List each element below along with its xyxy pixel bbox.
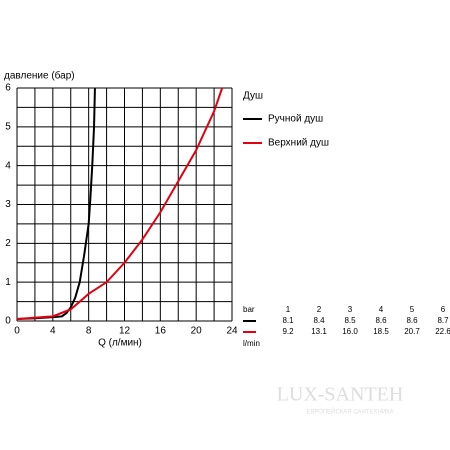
- x-axis-label: Q (л/мин): [98, 338, 142, 349]
- table-pressure: 4: [379, 305, 384, 314]
- table-value: 9.2: [282, 327, 294, 336]
- table-value: 20.7: [404, 327, 420, 336]
- table-value: 8.4: [313, 316, 325, 325]
- table-pressure: 3: [348, 305, 353, 314]
- x-tick-label: 8: [86, 326, 92, 337]
- x-tick-label: 16: [155, 326, 167, 337]
- x-tick-label: 4: [50, 326, 56, 337]
- y-tick-label: 3: [5, 199, 11, 210]
- x-tick-label: 12: [119, 326, 131, 337]
- table-value: 8.5: [344, 316, 356, 325]
- legend-title: Душ: [243, 91, 263, 102]
- x-tick-label: 24: [226, 326, 238, 337]
- data-line: [16, 87, 96, 321]
- table-value: 13.1: [311, 327, 327, 336]
- table-pressure: 1: [286, 305, 291, 314]
- table-value: 8.6: [406, 316, 418, 325]
- y-tick-label: 4: [5, 160, 11, 171]
- table-pressure: 6: [441, 305, 446, 314]
- watermark-tagline: ЕВРОПЕЙСКАЯ САНТЕХНИКА: [306, 408, 393, 416]
- legend-label: Верхний душ: [268, 138, 329, 149]
- table-pressure: 2: [317, 305, 322, 314]
- table-value: 8.6: [375, 316, 387, 325]
- table-value: 16.0: [342, 327, 358, 336]
- x-tick-label: 0: [14, 326, 20, 337]
- table-value: 8.1: [282, 316, 294, 325]
- watermark-brand: LUX-SANTEH: [277, 384, 404, 406]
- legend-label: Ручной душ: [268, 114, 323, 125]
- table-pressure: 5: [410, 305, 415, 314]
- data-line: [16, 87, 224, 321]
- x-tick-label: 20: [191, 326, 203, 337]
- y-tick-label: 2: [5, 238, 11, 249]
- y-axis-label: давление (бар): [4, 70, 75, 82]
- y-tick-label: 6: [5, 83, 11, 94]
- table-value: 8.7: [437, 316, 449, 325]
- y-tick-label: 1: [5, 277, 11, 288]
- y-tick-label: 5: [5, 121, 11, 132]
- y-tick-label: 0: [5, 316, 11, 327]
- table-header: bar: [243, 305, 255, 314]
- table-unit: l/min: [243, 339, 260, 348]
- table-value: 22.6: [435, 327, 450, 336]
- table-value: 18.5: [373, 327, 389, 336]
